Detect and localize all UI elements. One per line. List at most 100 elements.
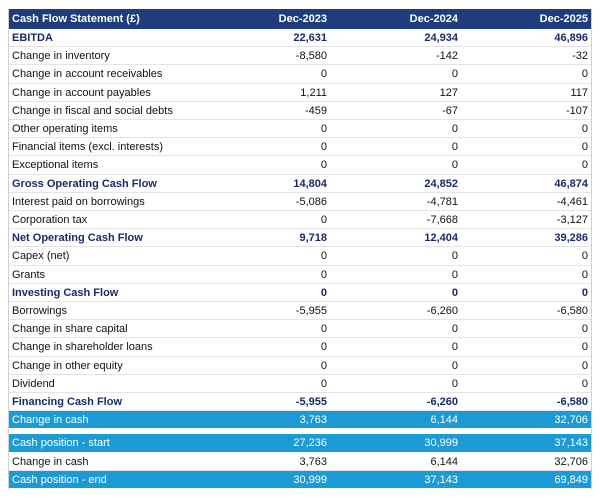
- table-row: Interest paid on borrowings -5,086 -4,781 -…: [8, 193, 592, 211]
- cell-value: 0: [581, 377, 588, 390]
- cell-value: Dec-2024: [409, 13, 458, 25]
- cell-value: 0: [451, 359, 458, 372]
- cell-value: 37,143: [424, 473, 458, 486]
- cell-value: -5,086: [295, 195, 327, 208]
- table-row: Investing Cash Flow 0 0 0: [8, 284, 592, 302]
- row-label: Change in share capital: [12, 323, 128, 336]
- row-label: Cash position - end: [12, 473, 107, 486]
- cell-value: 0: [320, 159, 327, 172]
- row-label: EBITDA: [12, 32, 53, 44]
- cell-value: 0: [581, 250, 588, 263]
- cell-value: 0: [451, 250, 458, 263]
- cell-value: -5,955: [295, 305, 327, 317]
- cell-value: -6,580: [556, 396, 588, 408]
- cell-value: -5,955: [295, 396, 327, 408]
- summary-row: Cash position - end 30,999 37,143 69,849: [8, 470, 592, 489]
- cell-value: 30,999: [424, 437, 458, 450]
- row-label: Cash Flow Statement (£): [12, 13, 140, 25]
- summary-row: Change in cash 3,763 6,144 32,706: [8, 453, 592, 471]
- row-label: Capex (net): [12, 250, 70, 263]
- row-label: Change in cash: [12, 414, 89, 427]
- row-label: Gross Operating Cash Flow: [12, 177, 157, 190]
- cell-value: -6,260: [426, 305, 458, 317]
- cell-value: 0: [581, 341, 588, 354]
- cell-value: 0: [581, 123, 588, 135]
- table-row: Change in account payables 1,211 127 117: [8, 84, 592, 102]
- table-row: Other operating items 0 0 0: [8, 120, 592, 139]
- row-label: Corporation tax: [12, 214, 88, 226]
- cell-value: -142: [435, 50, 458, 63]
- cell-value: 0: [320, 68, 327, 81]
- row-label: Change in cash: [12, 455, 89, 468]
- table-row: Change in share capital 0 0 0: [8, 320, 592, 339]
- row-label: Grants: [12, 268, 46, 281]
- row-label: Net Operating Cash Flow: [12, 232, 143, 245]
- table-row: Change in cash 3,763 6,144 32,706: [8, 411, 592, 430]
- cell-value: 46,896: [554, 32, 588, 44]
- row-label: Change in other equity: [12, 359, 123, 372]
- row-label: Change in account payables: [12, 86, 151, 99]
- table-row: Exceptional items 0 0 0: [8, 156, 592, 175]
- table-row: Corporation tax 0 -7,668 -3,127: [8, 211, 592, 230]
- table-row: Grants 0 0 0: [8, 266, 592, 284]
- cell-value: -6,580: [556, 305, 588, 317]
- row-label: Borrowings: [12, 305, 68, 317]
- cell-value: 6,144: [430, 414, 458, 427]
- cell-value: -4,461: [556, 195, 588, 208]
- cell-value: 22,631: [293, 32, 327, 44]
- cell-value: -8,580: [295, 50, 327, 63]
- header-row: Cash Flow Statement (£) Dec-2023 Dec-2024 D…: [8, 9, 592, 29]
- cell-value: 0: [451, 268, 458, 281]
- cell-value: 0: [451, 341, 458, 354]
- cell-value: 0: [320, 359, 327, 372]
- cell-value: 3,763: [299, 414, 327, 427]
- row-label: Interest paid on borrowings: [12, 195, 145, 208]
- table-row: Borrowings -5,955 -6,260 -6,580: [8, 302, 592, 321]
- cell-value: 32,706: [554, 455, 588, 468]
- cell-value: Dec-2023: [278, 13, 327, 25]
- table-row: Capex (net) 0 0 0: [8, 247, 592, 266]
- row-label: Exceptional items: [12, 159, 99, 172]
- cell-value: 0: [581, 323, 588, 336]
- cell-value: 0: [581, 286, 588, 299]
- cell-value: 0: [451, 123, 458, 135]
- cell-value: 46,874: [554, 177, 588, 190]
- table-row: Change in inventory -8,580 -142 -32: [8, 47, 592, 66]
- table-row: Dividend 0 0 0: [8, 375, 592, 393]
- table-row: Change in fiscal and social debts -459 -67…: [8, 102, 592, 120]
- cell-value: 0: [451, 159, 458, 172]
- row-label: Change in fiscal and social debts: [12, 104, 173, 117]
- cell-value: 0: [451, 286, 458, 299]
- cell-value: 117: [570, 86, 588, 99]
- cell-value: 37,143: [554, 437, 588, 450]
- cell-value: 0: [320, 323, 327, 336]
- cell-value: 3,763: [299, 455, 327, 468]
- table-row: EBITDA 22,631 24,934 46,896: [8, 29, 592, 48]
- cell-value: 0: [320, 268, 327, 281]
- cell-value: 0: [451, 377, 458, 390]
- table-row: Change in account receivables 0 0 0: [8, 65, 592, 84]
- cell-value: 0: [320, 286, 327, 299]
- cell-value: 0: [581, 359, 588, 372]
- row-label: Other operating items: [12, 123, 118, 135]
- cell-value: 0: [320, 250, 327, 263]
- table-row: Net Operating Cash Flow 9,718 12,404 39,286: [8, 229, 592, 248]
- row-label: Change in inventory: [12, 50, 110, 63]
- cell-value: 9,718: [299, 232, 327, 245]
- row-label: Change in account receivables: [12, 68, 163, 81]
- table-row: Change in other equity 0 0 0: [8, 357, 592, 375]
- cell-value: 0: [451, 323, 458, 336]
- cell-value: 127: [439, 86, 458, 99]
- cell-value: -32: [572, 50, 588, 63]
- cell-value: 69,849: [554, 473, 588, 486]
- table-row: Financing Cash Flow -5,955 -6,260 -6,580: [8, 393, 592, 412]
- cell-value: Dec-2025: [539, 13, 588, 25]
- table-row: Gross Operating Cash Flow 14,804 24,852 46,…: [8, 175, 592, 193]
- cell-value: 14,804: [293, 177, 327, 190]
- cell-value: 12,404: [424, 232, 458, 245]
- cell-value: 0: [451, 141, 458, 154]
- cell-value: 24,852: [424, 177, 458, 190]
- cell-value: 0: [320, 141, 327, 154]
